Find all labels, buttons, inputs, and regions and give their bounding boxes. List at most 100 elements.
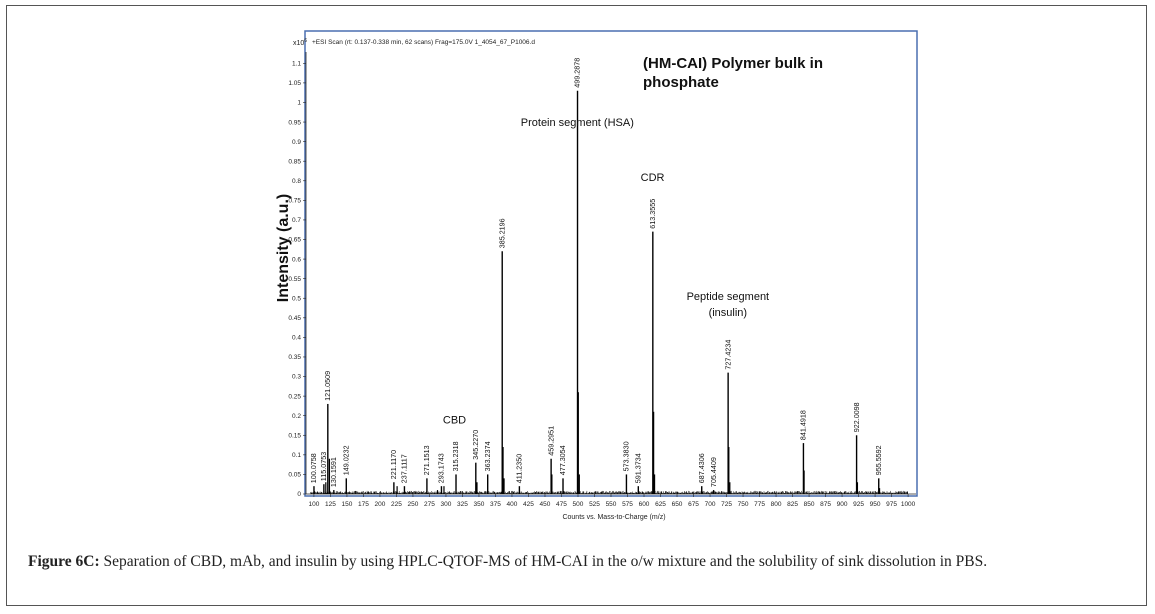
peak-label: 613.3555	[648, 199, 657, 229]
peak-label: 315.2318	[451, 441, 460, 471]
y-tick-label: 1.05	[288, 80, 301, 87]
y-tick-label: 0.9	[292, 139, 301, 146]
peak-label: 841.4918	[799, 410, 808, 440]
x-tick-label: 650	[672, 501, 683, 508]
peak-label: 705.4409	[709, 457, 718, 487]
x-tick-label: 125	[325, 501, 336, 508]
chart-title-line-2: phosphate	[643, 74, 719, 91]
chart-title-line-1: (HM-CAI) Polymer bulk in	[643, 55, 823, 72]
x-tick-label: 275	[424, 501, 435, 508]
x-tick-label: 300	[441, 501, 452, 508]
annotation: CDR	[641, 172, 665, 184]
x-tick-label: 200	[375, 501, 386, 508]
y-tick-label: 0.45	[288, 315, 301, 322]
figure-caption: Figure 6C: Separation of CBD, mAb, and i…	[28, 551, 1138, 573]
axes: 0 0.05 0.1 0.15 0.2 0.25 0.3 0.35 0.4 0.45 0.5 0.55…	[288, 52, 916, 508]
peak-label: 687.4306	[697, 453, 706, 483]
peak-label: 499.2878	[573, 58, 582, 88]
peak-label: 149.0232	[342, 445, 351, 475]
x-tick-label: 950	[870, 501, 881, 508]
x-tick-label: 225	[391, 501, 402, 508]
x-tick-label: 850	[804, 501, 815, 508]
peak-label: 459.2951	[546, 426, 555, 456]
peak-label: 115.0753	[319, 452, 328, 481]
y-tick-label: 0.85	[288, 158, 301, 165]
y-multiplier: x106	[293, 38, 307, 47]
peak-label: 271.1513	[422, 445, 431, 475]
y-tick-label: 0.2	[292, 413, 301, 420]
peak-label: 385.2196	[497, 218, 506, 248]
x-tick-label: 875	[820, 501, 831, 508]
x-tick-label: 250	[408, 501, 419, 508]
x-tick-label: 625	[655, 501, 666, 508]
y-tick-label: 0.1	[292, 452, 301, 459]
x-tick-label: 1000	[901, 501, 916, 508]
x-tick-label: 900	[837, 501, 848, 508]
peak-label: 237.1117	[400, 454, 409, 483]
x-tick-label: 500	[573, 501, 584, 508]
peak-label: 922.0098	[852, 402, 861, 432]
x-tick-label: 775	[754, 501, 765, 508]
y-tick-label: 0.7	[292, 217, 301, 224]
figure-frame	[6, 5, 1147, 606]
x-tick-label: 100	[308, 501, 319, 508]
caption-label: Figure 6C:	[28, 553, 100, 570]
caption-text: Separation of CBD, mAb, and insulin by u…	[103, 553, 988, 570]
scan-header: +ESI Scan (rt: 0.137-0.338 min, 62 scans…	[312, 39, 535, 46]
y-tick-label: 0	[297, 491, 301, 498]
y-tick-label: 0.25	[288, 393, 301, 400]
peak-label: 477.3054	[558, 445, 567, 475]
plot-border	[304, 30, 918, 497]
x-tick-label: 825	[787, 501, 798, 508]
x-tick-label: 400	[507, 501, 518, 508]
peak-label: 573.3830	[622, 441, 631, 471]
peak-label: 591.3734	[634, 453, 643, 483]
x-tick-label: 425	[523, 501, 534, 508]
peak-label: 130.1591	[329, 457, 338, 487]
x-tick-label: 450	[540, 501, 551, 508]
x-tick-label: 750	[738, 501, 749, 508]
y-tick-label: 0.4	[292, 335, 301, 342]
peak-label: 727.4234	[723, 340, 732, 370]
peak-label: 121.0509	[323, 371, 332, 401]
y-tick-label: 0.3	[292, 374, 301, 381]
annotation: CBD	[443, 415, 466, 427]
y-tick-label: 0.05	[288, 472, 301, 479]
x-tick-label: 975	[886, 501, 897, 508]
x-axis-label: Counts vs. Mass-to-Charge (m/z)	[562, 514, 665, 521]
y-tick-label: 0.75	[288, 198, 301, 205]
x-tick-label: 375	[490, 501, 501, 508]
x-tick-label: 150	[342, 501, 353, 508]
y-tick-label: 0.55	[288, 276, 301, 283]
spectrum-trace	[310, 90, 908, 494]
y-tick-label: 0.35	[288, 354, 301, 361]
peak-label: 293.1743	[437, 453, 446, 483]
peak-label: 100.0758	[309, 453, 318, 483]
peak-label: 345.2270	[471, 430, 480, 460]
x-tick-label: 175	[358, 501, 369, 508]
x-tick-label: 800	[771, 501, 782, 508]
x-tick-label: 575	[622, 501, 633, 508]
labels: 100.0758 115.0753 121.0509 130.1591 149.0232…	[309, 58, 883, 487]
y-tick-label: 1	[297, 100, 301, 107]
y-tick-label: 0.95	[288, 119, 301, 126]
y-tick-label: 0.5	[292, 295, 301, 302]
annotation: (insulin)	[709, 307, 748, 319]
x-tick-label: 475	[556, 501, 567, 508]
y-tick-label: 0.6	[292, 256, 301, 263]
x-tick-label: 675	[688, 501, 699, 508]
y-axis-label: Intensity (a.u.)	[275, 194, 292, 302]
peak-label: 411.2350	[515, 454, 524, 483]
peak-label: 363.2374	[483, 441, 492, 471]
x-tick-label: 725	[721, 501, 732, 508]
x-tick-label: 350	[474, 501, 485, 508]
peak-label: 221.1170	[389, 450, 398, 479]
y-tick-label: 0.15	[288, 432, 301, 439]
y-tick-label: 0.8	[292, 178, 301, 185]
baseline-noise	[310, 490, 908, 494]
y-tick-label: 0.65	[288, 237, 301, 244]
x-tick-label: 700	[705, 501, 716, 508]
x-tick-label: 325	[457, 501, 468, 508]
x-tick-label: 925	[853, 501, 864, 508]
